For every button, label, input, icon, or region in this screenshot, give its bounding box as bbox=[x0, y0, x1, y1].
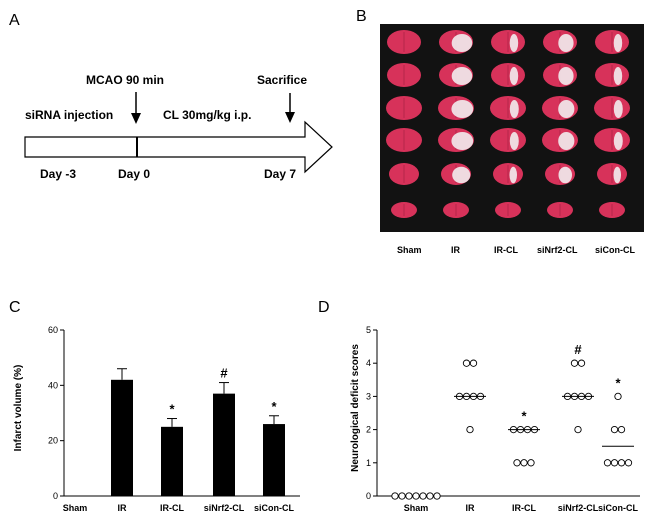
infarct-region bbox=[509, 100, 519, 118]
infarct-significance-mark: * bbox=[169, 402, 175, 417]
ttc-photo-background bbox=[380, 24, 644, 232]
neuro-y-tick-label: 4 bbox=[366, 358, 371, 368]
infarct-y-tick-label: 0 bbox=[53, 491, 58, 501]
infarct-y-tick-label: 20 bbox=[48, 436, 58, 446]
infarct-region bbox=[558, 166, 572, 184]
neuro-data-point bbox=[610, 459, 619, 467]
infarct-region bbox=[451, 132, 474, 150]
infarct-x-label: Sham bbox=[63, 503, 88, 513]
neuro-data-point bbox=[419, 492, 427, 500]
infarct-bar bbox=[213, 393, 235, 496]
infarct-region bbox=[613, 132, 623, 150]
neuro-data-point bbox=[614, 392, 622, 401]
neuro-data-point bbox=[520, 459, 528, 467]
neuro-data-point bbox=[577, 359, 586, 367]
neuro-x-label: siNrf2-CL bbox=[558, 503, 599, 513]
neuro-x-label: IR bbox=[466, 503, 476, 513]
ttc-panel: Sham IR IR-CL siNrf2-CL siCon-CL bbox=[380, 24, 644, 255]
event-mcao: MCAO 90 min bbox=[86, 73, 164, 87]
timeline-diagram: MCAO 90 min Sacrifice siRNA injection CL… bbox=[24, 73, 333, 181]
infarct-region bbox=[451, 34, 473, 52]
infarct-ylabel: Infarct volume (%) bbox=[13, 365, 24, 452]
day-7: Day 7 bbox=[264, 167, 296, 181]
infarct-x-label: IR bbox=[118, 503, 128, 513]
ttc-label-sicon-cl: siCon-CL bbox=[595, 245, 635, 255]
infarct-region bbox=[558, 100, 575, 118]
infarct-bar bbox=[111, 379, 133, 496]
neuro-y-tick-label: 0 bbox=[366, 491, 371, 501]
infarct-region bbox=[613, 100, 623, 118]
infarct-x-label: siCon-CL bbox=[254, 503, 294, 513]
infarct-region bbox=[613, 67, 623, 85]
neuro-x-label: siCon-CL bbox=[598, 503, 638, 513]
neuro-data-point bbox=[624, 459, 633, 467]
panel-letter-c: C bbox=[9, 299, 21, 316]
neuro-y-tick-label: 1 bbox=[366, 458, 371, 468]
neuro-significance-mark: * bbox=[615, 375, 621, 390]
neuro-data-point bbox=[617, 459, 626, 467]
neuro-significance-mark: * bbox=[521, 409, 527, 424]
neuro-data-point bbox=[617, 425, 626, 434]
infarct-y-tick-label: 40 bbox=[48, 380, 58, 390]
infarct-region bbox=[509, 67, 519, 85]
sacrifice-arrow-head bbox=[285, 112, 295, 123]
neuro-data-point bbox=[603, 459, 612, 467]
ttc-label-ir: IR bbox=[451, 245, 461, 255]
neuro-y-tick-label: 3 bbox=[366, 391, 371, 401]
infarct-y-tick-label: 60 bbox=[48, 325, 58, 335]
infarct-bar bbox=[161, 426, 183, 496]
neuro-data-point bbox=[426, 492, 434, 500]
neuro-data-point bbox=[469, 359, 478, 367]
ttc-label-sham: Sham bbox=[397, 245, 422, 255]
infarct-region bbox=[451, 67, 473, 85]
infarct-volume-chart: Infarct volume (%) 0 20 40 60 Sham IR IR-CL * si… bbox=[13, 325, 300, 513]
event-sirna: siRNA injection bbox=[25, 108, 113, 122]
infarct-region bbox=[509, 166, 517, 184]
ttc-label-ir-cl: IR-CL bbox=[494, 245, 518, 255]
event-sacrifice: Sacrifice bbox=[257, 73, 307, 87]
infarct-x-label: siNrf2-CL bbox=[204, 503, 245, 513]
event-cl: CL 30mg/kg i.p. bbox=[163, 108, 251, 122]
neuro-data-point bbox=[513, 459, 521, 467]
infarct-region bbox=[509, 34, 519, 52]
neuro-score-chart: Neurological deficit scores 0 1 2 3 4 5 Sham IR… bbox=[350, 325, 640, 513]
infarct-bar bbox=[263, 424, 285, 496]
neuro-data-point bbox=[610, 425, 619, 434]
neuro-significance-mark: # bbox=[574, 342, 582, 357]
mcao-arrow-head bbox=[131, 113, 141, 124]
panel-letter-b: B bbox=[356, 8, 367, 25]
infarct-region bbox=[451, 100, 474, 118]
infarct-region bbox=[558, 34, 574, 52]
infarct-significance-mark: # bbox=[220, 366, 228, 381]
neuro-data-point bbox=[433, 492, 441, 500]
neuro-ylabel: Neurological deficit scores bbox=[350, 344, 361, 472]
day-minus3: Day -3 bbox=[40, 167, 76, 181]
neuro-data-point bbox=[412, 492, 420, 500]
day-0: Day 0 bbox=[118, 167, 150, 181]
ttc-label-sinrf2-cl: siNrf2-CL bbox=[537, 245, 578, 255]
neuro-data-point bbox=[462, 359, 471, 367]
neuro-x-label: Sham bbox=[404, 503, 429, 513]
neuro-data-point bbox=[574, 425, 582, 434]
panel-letter-a: A bbox=[9, 12, 20, 29]
neuro-data-point bbox=[398, 492, 406, 500]
neuro-data-point bbox=[405, 492, 413, 500]
infarct-region bbox=[613, 166, 621, 184]
infarct-region bbox=[452, 166, 471, 184]
infarct-x-label: IR-CL bbox=[160, 503, 184, 513]
neuro-x-label: IR-CL bbox=[512, 503, 536, 513]
infarct-region bbox=[509, 132, 519, 150]
neuro-data-point bbox=[391, 492, 399, 500]
infarct-significance-mark: * bbox=[271, 399, 277, 414]
neuro-data-point bbox=[570, 359, 579, 367]
panel-letter-d: D bbox=[318, 299, 330, 316]
neuro-y-tick-label: 2 bbox=[366, 425, 371, 435]
neuro-data-point bbox=[527, 459, 535, 467]
neuro-y-tick-label: 5 bbox=[366, 325, 371, 335]
timeline-arrow bbox=[24, 120, 333, 174]
infarct-region bbox=[558, 132, 575, 150]
infarct-region bbox=[613, 34, 623, 52]
neuro-data-point bbox=[466, 425, 474, 434]
infarct-region bbox=[558, 67, 574, 85]
